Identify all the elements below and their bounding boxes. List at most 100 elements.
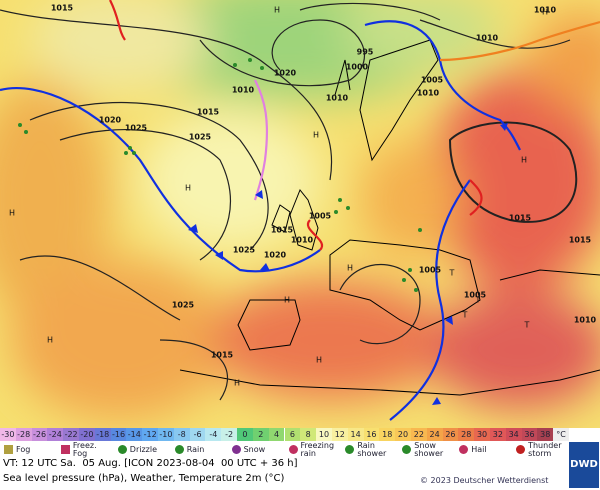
isobar-label: 1015 xyxy=(197,108,220,117)
isobar-label: 1000 xyxy=(346,63,369,72)
scale-cell: 18 xyxy=(379,428,396,441)
legend-label: Drizzle xyxy=(129,444,158,454)
isobar-label: 1015 xyxy=(509,214,532,223)
scale-cell: -12 xyxy=(142,428,159,441)
legend-item: Thunder storm xyxy=(516,441,569,458)
scale-cell: -30 xyxy=(0,428,16,441)
pressure-center: H xyxy=(521,156,527,165)
scale-cell: -6 xyxy=(189,428,206,441)
scale-cell: -26 xyxy=(31,428,48,441)
scale-cell: -4 xyxy=(205,428,222,441)
scale-cell: -14 xyxy=(126,428,143,441)
scale-cell: 20 xyxy=(395,428,411,441)
isobar-label: 1015 xyxy=(211,351,234,360)
pressure-center: T xyxy=(449,269,455,278)
isobars xyxy=(0,2,578,401)
precipitation xyxy=(18,58,422,292)
pressure-center: H xyxy=(347,264,353,273)
isobar-label: 1005 xyxy=(419,266,442,275)
scale-cell: 28 xyxy=(458,428,475,441)
pressure-center: T xyxy=(524,321,530,330)
isobar-label: 1025 xyxy=(189,133,212,142)
valid-time: VT: 12 UTC Sa. 05 Aug. [ICON 2023-08-04 … xyxy=(3,458,298,469)
isobar-label: 1025 xyxy=(233,246,256,255)
scale-cell: -8 xyxy=(173,428,190,441)
scale-cell: 14 xyxy=(347,428,364,441)
isobar-label: 1010 xyxy=(534,6,557,15)
scale-cell: 6 xyxy=(284,428,301,441)
scale-cell: -22 xyxy=(63,428,80,441)
scale-cell: 2 xyxy=(252,428,269,441)
legend-item: Snow shower xyxy=(402,441,455,458)
scale-cell: 8 xyxy=(300,428,317,441)
pressure-center: H xyxy=(234,379,240,388)
isobar-label: 1005 xyxy=(309,212,332,221)
scale-cell: -16 xyxy=(110,428,127,441)
legend-icon xyxy=(231,445,241,454)
isobar-label: 1010 xyxy=(417,89,440,98)
legend-icon xyxy=(459,445,469,454)
scale-cell: 0 xyxy=(237,428,253,441)
legend-icon xyxy=(345,445,355,454)
legend-item: Rain shower xyxy=(345,441,398,458)
legend-label: Snow shower xyxy=(414,440,444,458)
pressure-center: H xyxy=(284,296,290,305)
pressure-center: H xyxy=(274,6,280,15)
pressure-center: H xyxy=(185,184,191,193)
scale-cell: 36 xyxy=(521,428,538,441)
pressure-center: H xyxy=(47,336,53,345)
isobar-label: 1020 xyxy=(99,116,122,125)
scale-cell: 16 xyxy=(363,428,380,441)
legend-icon xyxy=(288,445,298,454)
isobar-label: 1020 xyxy=(264,251,287,260)
pressure-center: H xyxy=(542,8,548,17)
isobar-label: 1020 xyxy=(274,69,297,78)
scale-cell: -10 xyxy=(158,428,174,441)
scale-cell: -24 xyxy=(47,428,64,441)
isobar-label: 1015 xyxy=(569,236,592,245)
legend-item: Snow xyxy=(231,441,285,458)
scale-cell: 30 xyxy=(474,428,490,441)
legend-item: Hail xyxy=(459,441,512,458)
subtitle: Sea level pressure (hPa), Weather, Tempe… xyxy=(3,473,285,484)
map: 1015 101010109951000102010101010100510201… xyxy=(0,0,600,428)
front-symbols xyxy=(188,123,508,405)
logo: DWD xyxy=(569,442,599,488)
isobar-label: 1010 xyxy=(574,316,597,325)
legend-icon xyxy=(516,445,526,454)
map-labels: 1015 101010109951000102010101010100510201… xyxy=(9,4,597,388)
legend-item: Freezing rain xyxy=(288,440,342,458)
coastlines xyxy=(179,39,600,396)
scale-cell: -28 xyxy=(15,428,32,441)
credit: © 2023 Deutscher Wetterdienst xyxy=(420,476,549,485)
isobar-label: 1015 xyxy=(51,4,74,13)
scale-cell: 34 xyxy=(505,428,522,441)
legend-label: Freezing rain xyxy=(300,440,335,458)
pressure-center: T xyxy=(475,296,481,305)
pressure-center: T xyxy=(462,311,468,320)
scale-cell: 38 xyxy=(537,428,554,441)
scale-cell: -20 xyxy=(79,428,95,441)
isobar-label: 1025 xyxy=(125,124,148,133)
legend-label: Rain shower xyxy=(357,440,387,458)
pressure-center: H xyxy=(316,356,322,365)
isobar-label: 1010 xyxy=(326,94,349,103)
legend-item: Fog xyxy=(4,441,57,458)
scale-cell: 32 xyxy=(489,428,506,441)
scale-cell: 22 xyxy=(410,428,427,441)
isobar-label: 1015 xyxy=(271,226,294,235)
legend-item: Rain xyxy=(174,441,228,458)
scale-cell: 10 xyxy=(316,428,332,441)
legend-icon xyxy=(117,445,127,454)
scale-cell: 12 xyxy=(331,428,348,441)
isobar-label: 1010 xyxy=(232,86,255,95)
scale-unit: °C xyxy=(553,428,569,441)
isobar-label: 1005 xyxy=(421,76,444,85)
legend-label: Freez. Fog xyxy=(72,440,97,458)
legend-icon xyxy=(174,445,184,454)
scale-cell: 4 xyxy=(268,428,285,441)
legend-label: Snow xyxy=(243,444,266,454)
temperature-field xyxy=(0,0,600,420)
pressure-center: H xyxy=(9,209,15,218)
